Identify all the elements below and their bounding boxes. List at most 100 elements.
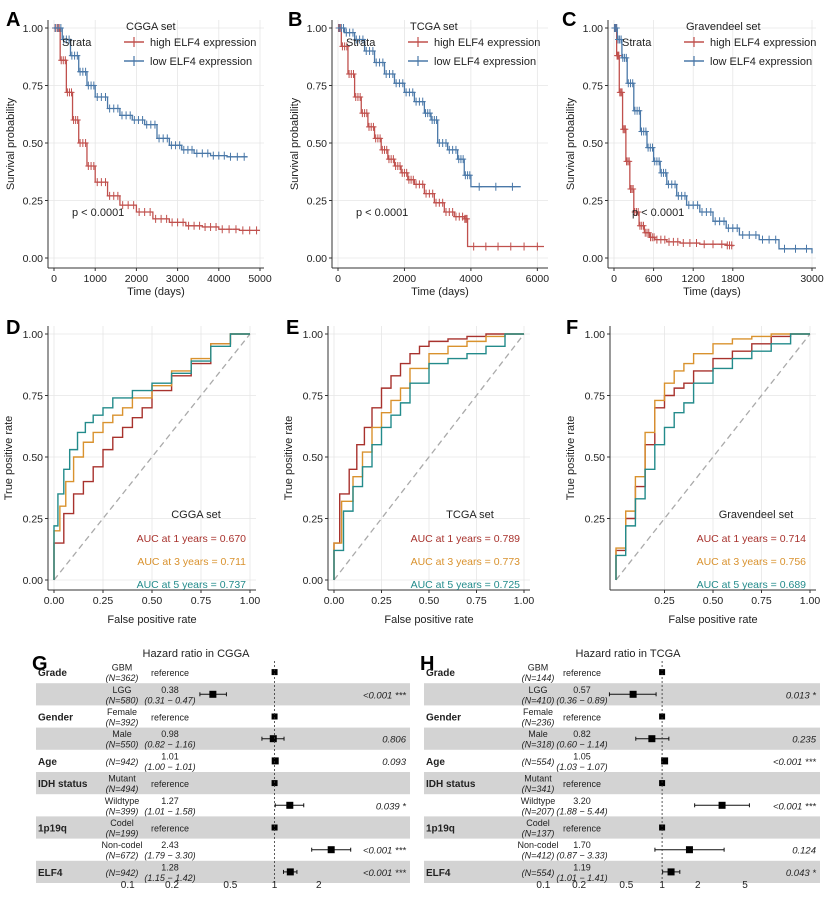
- y-tick-label: 0.25: [583, 196, 604, 208]
- row-n: (N=392): [106, 718, 139, 728]
- row-level: Codel: [110, 818, 134, 828]
- row-n: (N=580): [106, 695, 139, 705]
- y-tick-label: 0.50: [307, 138, 328, 150]
- legend-label: high ELF4 expression: [434, 37, 540, 49]
- panel-letter: D: [6, 317, 20, 339]
- y-axis-label: Survival probability: [5, 97, 17, 190]
- censor-mark: [636, 106, 643, 115]
- roc-title: CGGA set: [171, 509, 221, 521]
- y-axis-label: True positive rate: [283, 416, 295, 501]
- censor-mark: [746, 231, 753, 239]
- censor-mark: [509, 182, 516, 191]
- censor-mark: [169, 218, 176, 227]
- forest-title: Hazard ratio in CGGA: [143, 648, 251, 660]
- censor-mark: [196, 221, 203, 230]
- censor-mark: [662, 168, 669, 177]
- panel-letter: A: [6, 9, 20, 31]
- hr-marker: [271, 669, 278, 676]
- row-ci: (0.82 − 1.16): [144, 740, 195, 750]
- hr-marker: [661, 757, 669, 765]
- y-axis-label: Survival probability: [289, 97, 301, 190]
- y-tick-label: 0.00: [23, 253, 44, 265]
- row-n: (N=554): [522, 868, 555, 878]
- row-hr: 0.57: [573, 685, 591, 695]
- censor-mark: [495, 242, 502, 251]
- censor-mark: [176, 141, 183, 150]
- row-ci: (1.88 − 5.44): [556, 806, 607, 816]
- censor-mark: [189, 145, 196, 154]
- censor-mark: [718, 240, 725, 249]
- censor-mark: [460, 155, 467, 164]
- legend-strata: Strata: [622, 37, 652, 49]
- censor-mark: [62, 56, 69, 65]
- censor-mark: [707, 208, 714, 216]
- x-tick-label: 0: [611, 273, 617, 285]
- hr-marker: [271, 780, 278, 787]
- row-hr: 1.01: [161, 751, 179, 761]
- row-variable: Gender: [38, 713, 73, 724]
- row-hr: 2.43: [161, 840, 179, 850]
- y-tick-label: 1.00: [583, 23, 604, 35]
- survival-curve-low: [338, 27, 521, 188]
- panel-F: F 0.25 0.25 0.50 0.50 0.75 0.75 1.00 1.00 False p…: [565, 317, 820, 626]
- hr-marker: [271, 713, 278, 720]
- y-axis-label: True positive rate: [565, 416, 577, 501]
- censor-mark: [114, 191, 121, 200]
- legend-strata: Strata: [346, 37, 376, 49]
- diagonal-reference: [53, 333, 251, 581]
- censor-mark: [147, 208, 154, 216]
- censor-mark: [74, 116, 81, 124]
- panel-letter: E: [286, 317, 299, 339]
- x-tick-label: 0.50: [419, 595, 440, 607]
- x-tick-label: 2000: [125, 273, 149, 285]
- x-tick-label: 0: [51, 273, 57, 285]
- censor-mark: [379, 58, 386, 67]
- row-variable: 1p19q: [38, 824, 67, 835]
- roc-curve-y3: [615, 333, 810, 580]
- row-variable: 1p19q: [426, 824, 455, 835]
- censor-mark: [442, 139, 449, 147]
- legend-label: low ELF4 expression: [434, 56, 536, 68]
- x-tick-label: 5000: [248, 273, 272, 285]
- x-tick-label: 0.2: [165, 880, 179, 891]
- censor-mark: [239, 226, 246, 235]
- x-tick-label: 0.50: [703, 595, 724, 607]
- legend-strata: Strata: [62, 37, 92, 49]
- x-tick-label: 0.25: [93, 595, 114, 607]
- censor-mark: [693, 239, 700, 248]
- row-ci: (1.01 − 1.58): [144, 806, 195, 816]
- x-axis-label: Time (days): [683, 286, 741, 298]
- row-level: GBM: [112, 663, 133, 673]
- censor-mark: [492, 182, 499, 191]
- x-tick-label: 0.5: [223, 880, 237, 891]
- censor-mark: [452, 145, 459, 154]
- censor-mark: [734, 224, 741, 233]
- row-n: (N=942): [106, 757, 139, 767]
- y-tick-label: 0.75: [583, 81, 604, 93]
- x-tick-label: 0: [335, 273, 341, 285]
- y-tick-label: 0.50: [585, 452, 606, 464]
- censor-mark: [359, 35, 366, 44]
- row-n: (N=494): [106, 784, 139, 794]
- censor-mark: [389, 70, 396, 78]
- row-n: (N=137): [522, 829, 555, 839]
- censor-mark: [363, 109, 370, 118]
- panel-letter: H: [420, 653, 434, 675]
- censor-mark: [476, 182, 483, 191]
- row-p: 0.124: [792, 846, 816, 857]
- row-variable: ELF4: [426, 868, 451, 879]
- row-p: 0.806: [382, 735, 406, 746]
- row-level: LGG: [528, 685, 547, 695]
- p-value: p < 0.0001: [72, 207, 124, 219]
- row-level: Male: [112, 729, 132, 739]
- row-shade: [36, 816, 410, 839]
- censor-mark: [357, 93, 364, 101]
- censor-mark: [377, 134, 384, 143]
- row-hr: 1.19: [573, 862, 591, 872]
- censor-mark: [656, 157, 663, 166]
- row-ci: (1.15 − 1.42): [144, 873, 195, 883]
- x-axis-label: Time (days): [411, 286, 469, 298]
- y-tick-label: 1.00: [303, 329, 324, 341]
- row-hr: reference: [563, 824, 601, 834]
- hr-marker: [659, 669, 666, 676]
